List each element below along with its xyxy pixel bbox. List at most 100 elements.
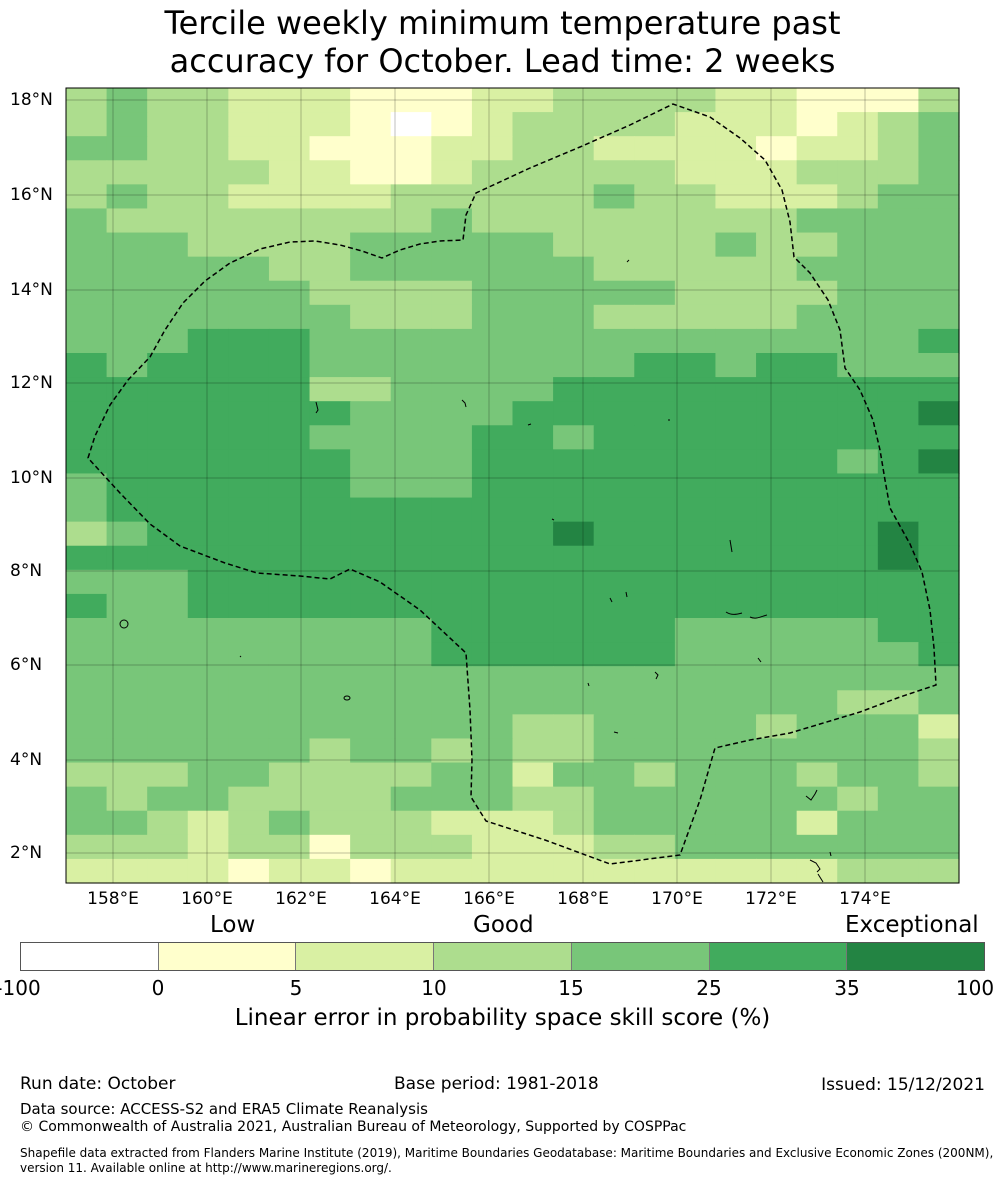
- grid-cell: [674, 112, 717, 137]
- grid-cell: [837, 328, 879, 354]
- grid-cell: [715, 449, 757, 475]
- shapefile-credit-line-1: Shapefile data extracted from Flanders M…: [20, 1146, 994, 1160]
- grid-cell: [187, 497, 229, 523]
- grid-cell: [187, 666, 229, 691]
- grid-cell: [187, 810, 229, 836]
- island-outline: [805, 789, 818, 801]
- grid-cell: [431, 304, 473, 330]
- grid-cell: [228, 353, 270, 378]
- grid-cell: [918, 112, 960, 137]
- grid-cell: [918, 858, 960, 884]
- grid-cell: [147, 136, 189, 161]
- grid-cell: [674, 88, 717, 113]
- grid-cell: [66, 858, 108, 884]
- grid-cell: [593, 714, 635, 740]
- grid-cell: [431, 593, 473, 619]
- grid-cell: [837, 497, 879, 523]
- grid-cell: [471, 497, 514, 523]
- grid-cell: [593, 208, 635, 234]
- grid-cell: [593, 618, 635, 643]
- grid-cell: [66, 786, 108, 812]
- grid-cell: [512, 642, 554, 667]
- grid-cell: [918, 136, 960, 161]
- grid-cell: [553, 569, 595, 595]
- grid-cell: [431, 328, 473, 354]
- island-outline: [609, 597, 613, 603]
- lon-label: 164°E: [369, 889, 421, 909]
- grid-cell: [268, 184, 311, 210]
- grid-cell: [187, 545, 229, 571]
- grid-cell: [390, 545, 432, 571]
- grid-cell: [837, 593, 879, 619]
- grid-cell: [431, 690, 473, 715]
- lat-label: 6°N: [10, 655, 43, 675]
- grid-cell: [756, 786, 798, 812]
- grid-cell: [674, 666, 717, 691]
- grid-cell: [268, 112, 311, 137]
- grid-cell: [918, 545, 960, 571]
- grid-cell: [877, 425, 920, 450]
- grid-cell: [756, 593, 798, 619]
- grid-cell: [390, 184, 432, 210]
- grid-cell: [471, 618, 514, 643]
- grid-cell: [715, 569, 757, 595]
- island-outline: [725, 611, 743, 615]
- grid-cell: [66, 184, 108, 210]
- colorbar-swatch: [709, 943, 848, 970]
- grid-cell: [837, 184, 879, 210]
- grid-cell: [106, 762, 148, 788]
- grid-cell: [471, 449, 514, 475]
- grid-cell: [674, 377, 717, 402]
- grid-cell: [553, 545, 595, 571]
- grid-cell: [918, 810, 960, 836]
- grid-cell: [471, 160, 514, 185]
- grid-cell: [66, 834, 108, 860]
- grid-cell: [674, 858, 717, 884]
- grid-cell: [796, 160, 838, 185]
- grid-cell: [147, 425, 189, 450]
- grid-cell: [228, 690, 270, 715]
- grid-cell: [512, 714, 554, 740]
- grid-cell: [106, 834, 148, 860]
- colorbar-tick: 15: [558, 976, 584, 1000]
- grid-cell: [553, 762, 595, 788]
- grid-cell: [837, 569, 879, 595]
- grid-cell: [512, 328, 554, 354]
- grid-cell: [471, 545, 514, 571]
- grid-cell: [837, 160, 879, 185]
- grid-cell: [66, 328, 108, 354]
- grid-cell: [796, 569, 838, 595]
- grid-cell: [512, 810, 554, 836]
- grid-cell: [918, 690, 960, 715]
- grid-cell: [106, 232, 148, 258]
- grid-cell: [471, 112, 514, 137]
- grid-cell: [715, 810, 757, 836]
- map: [65, 87, 960, 884]
- grid-cell: [796, 449, 838, 475]
- grid-cell: [309, 449, 351, 475]
- grid-cell: [553, 184, 595, 210]
- grid-cell: [147, 666, 189, 691]
- grid-cell: [228, 810, 270, 836]
- grid-cell: [431, 160, 473, 185]
- grid-cell: [350, 714, 392, 740]
- grid-cell: [877, 160, 920, 185]
- grid-cell: [268, 690, 311, 715]
- grid-cell: [877, 738, 920, 764]
- grid-cell: [268, 449, 311, 475]
- grid-cell: [309, 714, 351, 740]
- grid-cell: [715, 497, 757, 523]
- colorbar-swatch: [571, 943, 710, 970]
- grid-cell: [228, 666, 270, 691]
- grid-cell: [147, 353, 189, 378]
- grid-cell: [309, 738, 351, 764]
- grid-cell: [715, 521, 757, 547]
- grid-cell: [268, 521, 311, 547]
- grid-cell: [796, 112, 838, 137]
- grid-cell: [512, 232, 554, 258]
- grid-cell: [756, 810, 798, 836]
- grid-cell: [350, 232, 392, 258]
- lon-label: 174°E: [839, 889, 891, 909]
- grid-cell: [796, 618, 838, 643]
- grid-cell: [390, 497, 432, 523]
